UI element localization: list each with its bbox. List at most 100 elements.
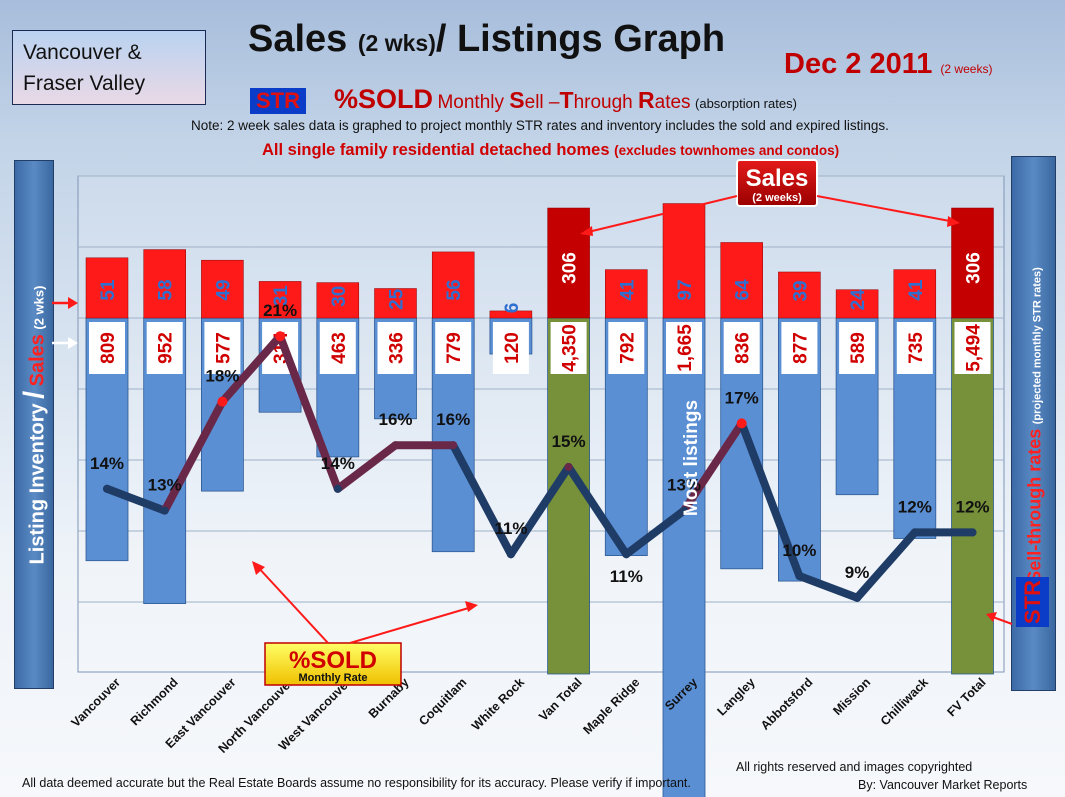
str-value-label: 11% [494,519,527,538]
sales-bar [893,269,937,319]
sales-value-label: 41 [617,279,638,301]
sales-bar [431,251,475,319]
sold-arrowhead-left [252,561,265,575]
listing-label-box [435,322,472,374]
subhead-main: All single family residential detached h… [262,141,610,159]
listing-value-label: 1,665 [675,324,696,372]
str-line-segment [737,419,804,580]
listing-label-box [89,322,125,374]
sales-value-label: 97 [675,279,696,300]
sales-value-label: 64 [733,279,754,301]
str-line-segment [160,397,227,515]
str-value-label: 16% [378,410,412,429]
category-label: Coquitlam [416,675,469,728]
listing-label-box [377,322,414,374]
listing-label-box [723,322,760,374]
sales-bar [720,242,763,319]
listing-value-label: 5,494 [964,324,985,372]
subheading: All single family residential detached h… [262,141,839,160]
str-value-label: 11% [610,567,643,586]
str-point [275,331,286,342]
sales-callout-title: Sales [746,165,809,192]
page-title: Sales (2 wks)/ Listings Graph [248,18,725,61]
listing-value-label: 877 [790,332,811,364]
listing-label-box [608,322,645,374]
str-value-label: 15% [552,432,586,451]
str-value-label: 21% [263,301,297,320]
listing-value-label: 735 [906,332,927,364]
str-line-segment [218,332,285,406]
str-side-badge: STR [1016,577,1049,627]
str-line-segment [506,463,573,559]
listing-label-box [146,322,183,374]
category-label: Langley [715,675,758,718]
listing-value-label: 336 [387,332,408,364]
left-axis-panel: Listing Inventory / Sales (2 wks) [14,160,54,689]
sales-bar [316,282,360,319]
sales-bar [547,207,590,319]
sales-value-label: 39 [790,280,811,301]
str-line-segment [680,419,746,515]
title-small: (2 wks) [357,30,436,56]
sales-value-label: 49 [213,279,234,300]
sold-rate-box [264,642,402,686]
listing-bar [951,317,994,675]
listing-value-label: 809 [98,332,119,364]
sales-bar [85,257,129,319]
str-value-label: 17% [725,388,759,407]
str-absorption: (absorption rates) [695,96,797,111]
str-point [506,550,515,559]
category-label: White Rock [469,675,527,733]
sales-value-label: 51 [98,279,119,301]
str-point [564,463,573,471]
sales-bar [605,269,648,319]
sold-rate-title: %SOLD [289,647,377,674]
title-main: Sales [248,18,348,60]
listing-value-label: 952 [156,332,177,364]
sales-value-label: 6 [502,303,523,314]
category-label: Abbotsford [758,675,816,733]
str-point [680,506,688,515]
sales-callout-sub: (2 weeks) [752,192,802,204]
sales-bar [374,288,417,319]
str-value-label: 10% [782,541,816,560]
date-sub: (2 weeks) [940,62,993,76]
listing-label-box [550,322,587,374]
str-value-label: 12% [898,497,932,516]
category-label: Mission [830,675,873,718]
str-percent-sold: %SOLD [334,84,434,114]
listing-label-box [781,322,818,374]
sales-bar [778,271,821,319]
sales-value-label: 58 [156,279,177,300]
listing-value-label: 836 [733,332,754,364]
listing-value-label: 589 [848,332,869,364]
str-value-label: 13% [148,476,182,495]
sales-callout-box [736,159,818,207]
str-point [968,528,977,537]
str-point [736,418,747,429]
sales-bar [662,203,706,319]
listing-label-box [666,322,702,374]
sales-value-label: 41 [906,279,927,301]
subhead-small: (excludes townhomes and condos) [614,143,840,158]
sales-value-label: 25 [387,288,408,310]
str-line-segment [622,506,688,559]
listing-value-label: 120 [502,332,523,364]
str-point [333,484,342,493]
str-line-segment [449,441,515,559]
location-line-2: Fraser Valley [23,72,146,95]
str-value-label: 18% [205,367,239,386]
sales-axis-pointer-head [68,297,78,309]
str-line-segment [333,441,400,493]
str-point [160,506,169,515]
str-value-label: 13% [667,476,701,495]
sales-value-label: 31 [271,285,292,307]
str-value-label: 16% [436,410,470,429]
sales-value-label: 306 [964,252,985,284]
sales-value-label: 56 [444,279,465,300]
str-value-label: 14% [90,454,124,473]
sold-rate-sub: Monthly Rate [298,672,367,684]
str-point [910,528,919,537]
footer-byline: By: Vancouver Market Reports [858,778,1028,792]
